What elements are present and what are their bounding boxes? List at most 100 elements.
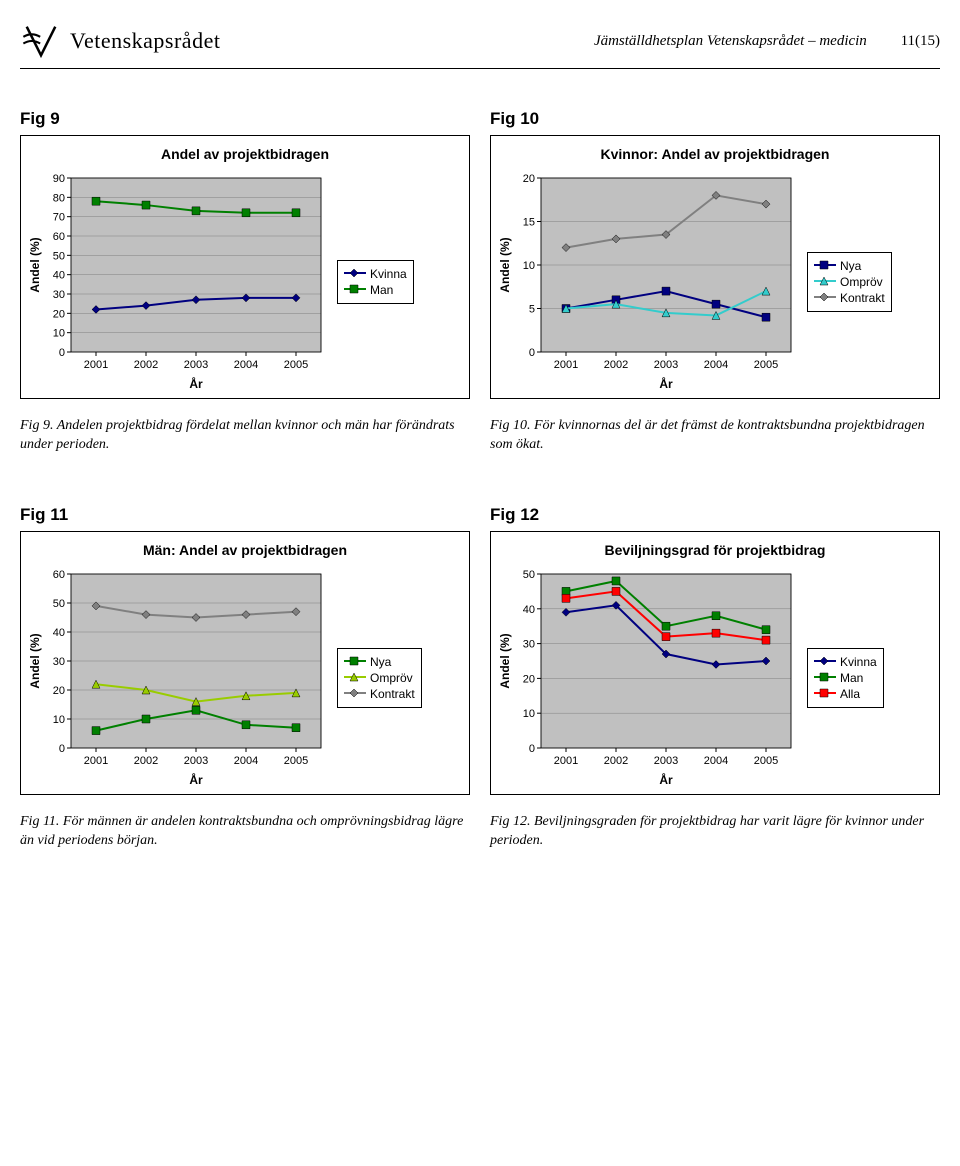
chart-title: Beviljningsgrad för projektbidrag [497, 542, 933, 558]
legend-item: Man [344, 283, 407, 297]
svg-text:30: 30 [53, 289, 65, 301]
legend-label: Ompröv [840, 275, 883, 289]
doc-title: Jämställdhetsplan Vetenskapsrådet – medi… [594, 33, 867, 49]
svg-text:Andel (%): Andel (%) [28, 633, 42, 688]
legend-label: Kontrakt [370, 687, 415, 701]
legend-label: Alla [840, 687, 860, 701]
svg-text:30: 30 [53, 656, 65, 668]
svg-text:2002: 2002 [134, 755, 158, 767]
legend: Kvinna Man Alla [807, 648, 884, 708]
legend-item: Kontrakt [814, 291, 885, 305]
legend-item: Nya [814, 259, 885, 273]
svg-text:15: 15 [523, 217, 535, 229]
svg-text:2003: 2003 [184, 755, 208, 767]
legend-item: Nya [344, 655, 415, 669]
svg-text:20: 20 [523, 673, 535, 685]
svg-text:80: 80 [53, 192, 65, 204]
svg-text:20: 20 [53, 685, 65, 697]
chart-svg: 0510152020012002200320042005Andel (%)År [497, 172, 797, 392]
svg-text:2005: 2005 [754, 755, 778, 767]
svg-text:Andel (%): Andel (%) [498, 237, 512, 292]
svg-text:År: År [659, 376, 673, 391]
legend-label: Nya [840, 259, 861, 273]
svg-text:10: 10 [523, 708, 535, 720]
fig10-caption: Fig 10. För kvinnornas del är det främst… [490, 417, 940, 455]
legend-label: Man [370, 283, 393, 297]
fig11-chart: Män: Andel av projektbidragen 0 10 20 30 40 5… [20, 531, 470, 795]
svg-text:Andel (%): Andel (%) [28, 237, 42, 292]
svg-text:50: 50 [53, 598, 65, 610]
svg-text:0: 0 [529, 743, 535, 755]
logo-text: Vetenskapsrådet [70, 28, 220, 54]
fig12-caption: Fig 12. Beviljningsgraden för projektbid… [490, 813, 940, 851]
svg-text:0: 0 [59, 743, 65, 755]
svg-text:20: 20 [53, 308, 65, 320]
legend-label: Kvinna [370, 267, 407, 281]
svg-text:2004: 2004 [704, 359, 728, 371]
svg-text:30: 30 [523, 638, 535, 650]
fig11-label: Fig 11 [20, 505, 470, 525]
legend: Nya Ompröv Kontrakt [337, 648, 422, 708]
svg-text:2002: 2002 [134, 359, 158, 371]
svg-text:2002: 2002 [604, 359, 628, 371]
svg-text:70: 70 [53, 212, 65, 224]
svg-text:Andel (%): Andel (%) [498, 633, 512, 688]
chart-title: Kvinnor: Andel av projektbidragen [497, 146, 933, 162]
svg-text:2003: 2003 [654, 755, 678, 767]
legend-item: Ompröv [344, 671, 415, 685]
svg-text:40: 40 [523, 604, 535, 616]
svg-text:2005: 2005 [284, 359, 308, 371]
svg-text:År: År [189, 772, 203, 787]
svg-text:År: År [659, 772, 673, 787]
svg-text:2004: 2004 [704, 755, 728, 767]
svg-text:2004: 2004 [234, 755, 258, 767]
legend-item: Ompröv [814, 275, 885, 289]
legend-label: Man [840, 671, 863, 685]
chart-title: Andel av projektbidragen [27, 146, 463, 162]
page-header: Vetenskapsrådet Jämställdhetsplan Vetens… [20, 20, 940, 69]
fig9-caption: Fig 9. Andelen projektbidrag fördelat me… [20, 417, 470, 455]
legend-label: Kontrakt [840, 291, 885, 305]
svg-text:2002: 2002 [604, 755, 628, 767]
legend-item: Kontrakt [344, 687, 415, 701]
vr-logo-icon [20, 20, 62, 62]
svg-text:2001: 2001 [84, 755, 108, 767]
fig10-label: Fig 10 [490, 109, 940, 129]
legend-label: Ompröv [370, 671, 413, 685]
legend-item: Kvinna [344, 267, 407, 281]
chart-title: Män: Andel av projektbidragen [27, 542, 463, 558]
chart-svg: 010203040506070809020012002200320042005A… [27, 172, 327, 392]
svg-text:60: 60 [53, 231, 65, 243]
svg-text:2005: 2005 [754, 359, 778, 371]
svg-text:År: År [189, 376, 203, 391]
svg-text:20: 20 [523, 173, 535, 185]
chart-svg: 0102030405020012002200320042005Andel (%)… [497, 568, 797, 788]
legend: Kvinna Man [337, 260, 414, 304]
svg-text:40: 40 [53, 627, 65, 639]
chart-svg: 010203040506020012002200320042005Andel (… [27, 568, 327, 788]
svg-text:2003: 2003 [654, 359, 678, 371]
fig9-chart: Andel av projektbidragen 010203040506070… [20, 135, 470, 399]
fig10-chart: Kvinnor: Andel av projektbidragen 051015… [490, 135, 940, 399]
logo: Vetenskapsrådet [20, 20, 220, 62]
legend-label: Nya [370, 655, 391, 669]
svg-text:2003: 2003 [184, 359, 208, 371]
header-right: Jämställdhetsplan Vetenskapsrådet – medi… [594, 33, 940, 50]
legend-item: Alla [814, 687, 877, 701]
svg-text:10: 10 [53, 714, 65, 726]
svg-text:2004: 2004 [234, 359, 258, 371]
svg-text:10: 10 [523, 260, 535, 272]
svg-text:40: 40 [53, 270, 65, 282]
svg-text:10: 10 [53, 328, 65, 340]
legend-item: Man [814, 671, 877, 685]
page-number: 11(15) [901, 33, 940, 49]
fig12-label: Fig 12 [490, 505, 940, 525]
svg-text:0: 0 [529, 347, 535, 359]
svg-text:2001: 2001 [84, 359, 108, 371]
fig12-chart: Beviljningsgrad för projektbidrag 0 10 20 3… [490, 531, 940, 795]
svg-text:2001: 2001 [554, 755, 578, 767]
svg-text:50: 50 [53, 250, 65, 262]
svg-text:2005: 2005 [284, 755, 308, 767]
legend: Nya Ompröv Kontrakt [807, 252, 892, 312]
legend-item: Kvinna [814, 655, 877, 669]
